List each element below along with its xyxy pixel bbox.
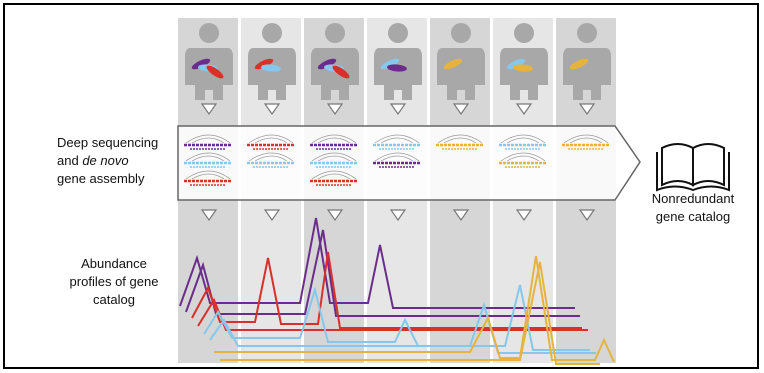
abundance-label-line3: catalog xyxy=(93,292,135,307)
head xyxy=(514,23,534,43)
assembly-label-line1: Deep sequencing xyxy=(57,135,158,150)
head xyxy=(199,23,219,43)
head xyxy=(325,23,345,43)
head xyxy=(577,23,597,43)
catalog-label-line1: Nonredundant xyxy=(652,191,735,206)
assembly-label-and: and xyxy=(57,153,79,168)
assembly-label-line2: and de novo xyxy=(57,153,129,168)
assembly-label-line3: gene assembly xyxy=(57,171,145,186)
diagram: Deep sequencing and de novo gene assembl… xyxy=(0,0,764,373)
head xyxy=(388,23,408,43)
abundance-label-line1: Abundance xyxy=(81,256,147,271)
page: Deep sequencing and de novo gene assembl… xyxy=(0,0,764,373)
catalog-label-line2: gene catalog xyxy=(656,209,730,224)
head xyxy=(451,23,471,43)
abundance-label-line2: profiles of gene xyxy=(70,274,159,289)
assembly-label-denovo: de novo xyxy=(82,153,128,168)
head xyxy=(262,23,282,43)
